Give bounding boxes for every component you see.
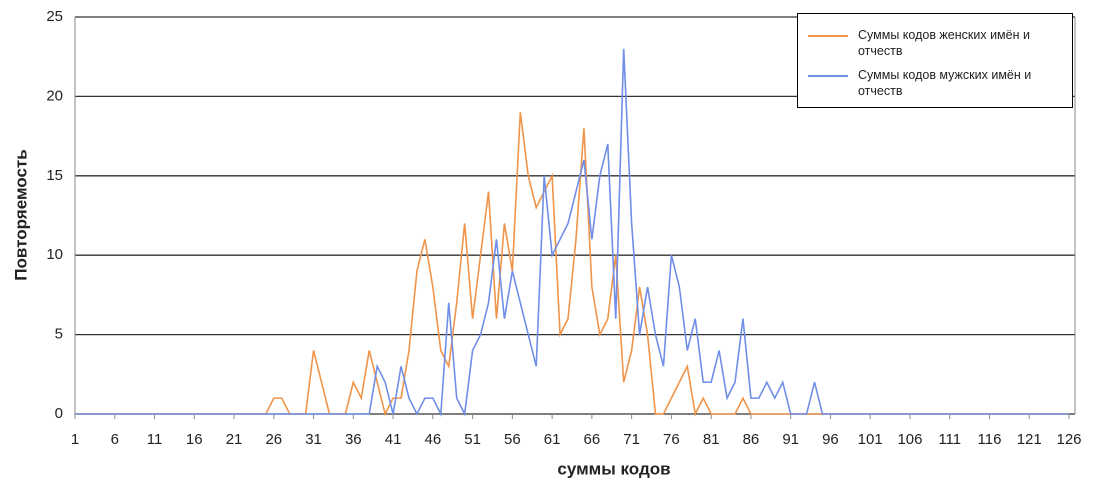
x-tick-label: 56 (504, 431, 521, 448)
x-tick-label: 51 (464, 431, 481, 448)
legend-entry: Суммы кодов мужских имён и отчеств (808, 67, 1063, 99)
legend-entry: Суммы кодов женских имён и отчеств (808, 27, 1063, 59)
series-line (75, 112, 1069, 417)
x-tick-label: 106 (897, 431, 922, 448)
legend-swatch (808, 35, 848, 37)
x-tick-label: 101 (858, 431, 883, 448)
x-tick-label: 91 (782, 431, 799, 448)
x-tick-label: 126 (1056, 431, 1081, 448)
legend: Суммы кодов женских имён и отчеств Суммы … (797, 13, 1073, 108)
series-line (75, 48, 1069, 417)
x-tick-label: 116 (978, 431, 1002, 448)
y-tick-label: 20 (46, 87, 63, 104)
x-tick-label: 41 (385, 431, 402, 448)
x-tick-label: 46 (424, 431, 441, 448)
x-tick-label: 96 (822, 431, 839, 448)
x-tick-label: 36 (345, 431, 362, 448)
x-tick-label: 31 (305, 431, 322, 448)
x-tick-label: 6 (111, 431, 119, 448)
x-tick-label: 26 (265, 431, 282, 448)
x-tick-label: 11 (147, 431, 163, 448)
y-tick-label: 0 (55, 405, 63, 422)
legend-label: Суммы кодов мужских имён и отчеств (858, 68, 1032, 98)
x-tick-label: 61 (544, 431, 561, 448)
y-tick-label: 5 (55, 326, 63, 343)
x-tick-label: 86 (743, 431, 760, 448)
x-tick-label: 81 (703, 431, 720, 448)
x-tick-label: 1 (71, 431, 79, 448)
x-tick-label: 16 (186, 431, 203, 448)
x-tick-label: 71 (623, 431, 640, 448)
y-tick-label: 15 (46, 167, 63, 184)
x-tick-label: 121 (1017, 431, 1042, 448)
y-tick-label: 25 (46, 8, 63, 25)
legend-swatch (808, 75, 848, 77)
x-tick-label: 66 (584, 431, 601, 448)
x-tick-label: 111 (938, 431, 961, 448)
x-axis-title: суммы кодов (557, 459, 670, 478)
legend-label: Суммы кодов женских имён и отчеств (858, 28, 1030, 58)
x-tick-label: 76 (663, 431, 680, 448)
x-tick-label: 21 (226, 431, 243, 448)
y-tick-label: 10 (46, 246, 63, 263)
y-axis-title: Повторяемость (11, 149, 30, 280)
